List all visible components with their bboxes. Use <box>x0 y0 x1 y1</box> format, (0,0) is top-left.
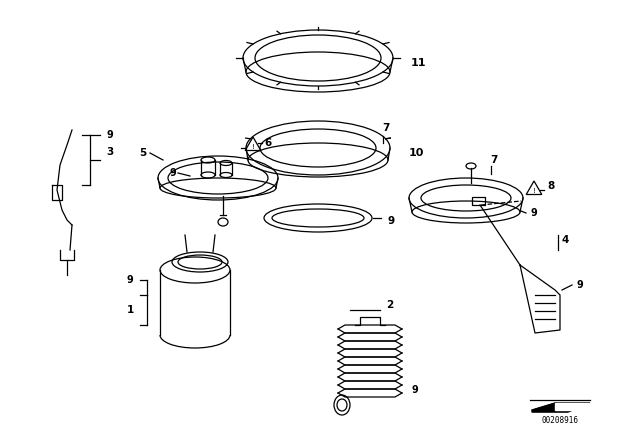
Text: 11: 11 <box>410 58 426 68</box>
Text: !: ! <box>252 144 255 150</box>
Polygon shape <box>555 403 590 410</box>
Text: 7: 7 <box>382 123 390 133</box>
Text: 00208916: 00208916 <box>541 415 579 425</box>
Text: 2: 2 <box>387 300 394 310</box>
Text: 9: 9 <box>531 208 538 218</box>
Text: 1: 1 <box>126 305 134 315</box>
Text: 7: 7 <box>490 155 498 165</box>
Text: 9: 9 <box>127 275 133 285</box>
Text: 8: 8 <box>547 181 555 191</box>
Polygon shape <box>532 403 590 412</box>
Text: 5: 5 <box>140 148 147 158</box>
Text: 9: 9 <box>387 216 395 226</box>
Text: 3: 3 <box>106 147 114 157</box>
Text: 9: 9 <box>412 385 419 395</box>
Text: 4: 4 <box>561 235 569 245</box>
Text: 10: 10 <box>408 148 424 158</box>
Text: !: ! <box>532 188 536 194</box>
Text: 9: 9 <box>107 130 113 140</box>
Text: 9: 9 <box>577 280 584 290</box>
Text: 9: 9 <box>170 168 177 178</box>
Text: 6: 6 <box>264 138 271 148</box>
